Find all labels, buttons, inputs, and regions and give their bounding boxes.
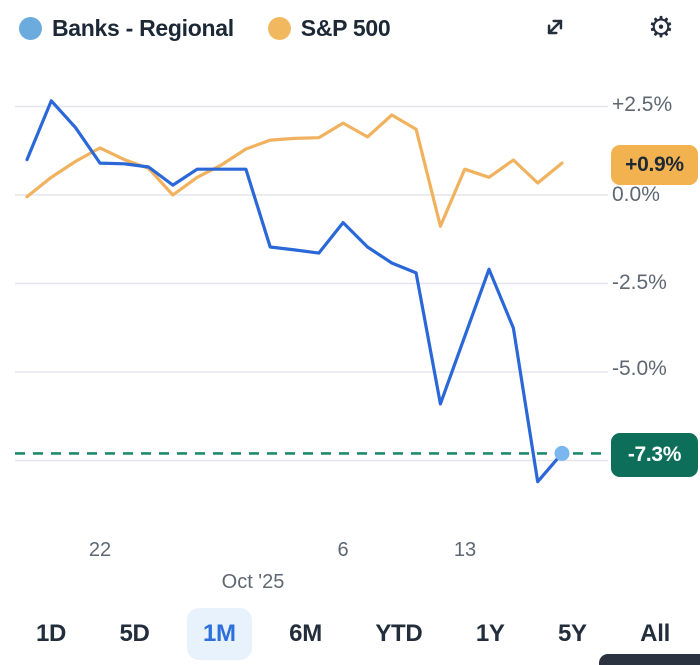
series-line-s-p-500 bbox=[25, 113, 564, 228]
tab-1m[interactable]: 1M bbox=[187, 608, 252, 660]
sp500-series-dot-icon bbox=[267, 16, 291, 40]
header-actions: ⚙ bbox=[540, 13, 686, 43]
banks-value-badge: -7.3% bbox=[611, 433, 698, 477]
chart-canvas[interactable] bbox=[0, 0, 700, 540]
chart-header: Banks - Regional S&P 500 ⚙ bbox=[0, 0, 700, 46]
legend-item-sp500[interactable]: S&P 500 bbox=[267, 14, 391, 42]
sp500-value-badge: +0.9% bbox=[611, 145, 698, 185]
latest-point-dot bbox=[554, 445, 570, 461]
chart-settings-button[interactable]: ⚙ bbox=[646, 13, 676, 43]
tab-1y[interactable]: 1Y bbox=[460, 608, 521, 660]
tab-6m[interactable]: 6M bbox=[273, 608, 338, 660]
y-axis-label: 0.0% bbox=[612, 183, 660, 206]
tab-ytd[interactable]: YTD bbox=[359, 608, 438, 660]
tab-all[interactable]: All bbox=[624, 608, 686, 660]
expand-chart-button[interactable] bbox=[540, 13, 570, 43]
banks-series-dot-icon bbox=[19, 16, 42, 40]
legend-label-sp500: S&P 500 bbox=[300, 14, 391, 41]
series-line-banks-regional bbox=[25, 99, 564, 484]
bottom-overlay-corner bbox=[599, 654, 700, 665]
tab-5y[interactable]: 5Y bbox=[542, 608, 603, 660]
x-axis-tick: 22 bbox=[88, 539, 112, 561]
tab-5d[interactable]: 5D bbox=[104, 608, 166, 660]
tab-1d[interactable]: 1D bbox=[20, 608, 82, 660]
y-axis-label: +2.5% bbox=[612, 93, 673, 116]
y-axis-label: -2.5% bbox=[612, 271, 667, 294]
range-tab-bar: 1D 5D 1M 6M YTD 1Y 5Y All bbox=[0, 608, 700, 660]
legend-item-banks-regional[interactable]: Banks - Regional bbox=[19, 15, 234, 42]
gear-icon: ⚙ bbox=[648, 11, 674, 44]
legend-label-banks: Banks - Regional bbox=[52, 14, 234, 41]
y-axis-label: -5.0% bbox=[612, 357, 667, 380]
x-axis-tick: 6 bbox=[337, 539, 349, 561]
x-axis-month-label: Oct '25 bbox=[221, 571, 285, 593]
x-axis-tick: 13 bbox=[453, 539, 477, 561]
expand-arrows-icon bbox=[542, 14, 568, 43]
